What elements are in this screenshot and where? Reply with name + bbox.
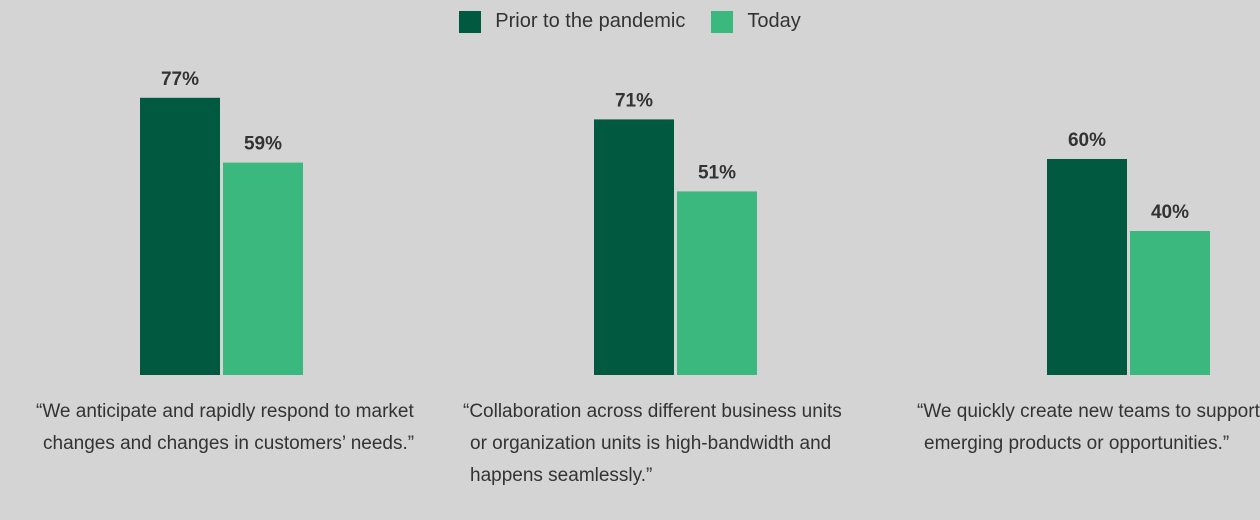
- legend-item-prior: Prior to the pandemic: [459, 10, 685, 33]
- category-caption-2: “Collaboration across different business…: [463, 401, 842, 486]
- data-label-prior-3: 60%: [1068, 130, 1106, 151]
- data-label-today-2: 51%: [698, 162, 736, 183]
- data-label-today-1: 59%: [244, 134, 282, 155]
- bar-today-1: [223, 162, 303, 375]
- legend-swatch-today: [711, 10, 734, 33]
- legend-label-prior: Prior to the pandemic: [495, 10, 686, 32]
- bar-today-2: [677, 191, 757, 375]
- data-label-prior-2: 71%: [615, 90, 653, 111]
- category-caption-1: “We anticipate and rapidly respond to ma…: [36, 401, 415, 454]
- category-caption-3: “We quickly create new teams to support …: [917, 401, 1260, 454]
- data-label-today-3: 40%: [1151, 202, 1189, 223]
- bar-chart: 77% 59% 71% 51% 60% 40%: [140, 69, 1210, 376]
- legend-label-today: Today: [747, 10, 801, 32]
- bar-prior-1: [140, 97, 220, 376]
- bar-today-3: [1130, 231, 1210, 375]
- data-label-prior-1: 77%: [161, 69, 199, 90]
- legend-swatch-prior: [459, 10, 482, 33]
- chart-legend: Prior to the pandemic Today: [0, 10, 1260, 33]
- bar-prior-2: [594, 119, 674, 376]
- bar-prior-3: [1047, 159, 1127, 375]
- legend-item-today: Today: [711, 10, 801, 33]
